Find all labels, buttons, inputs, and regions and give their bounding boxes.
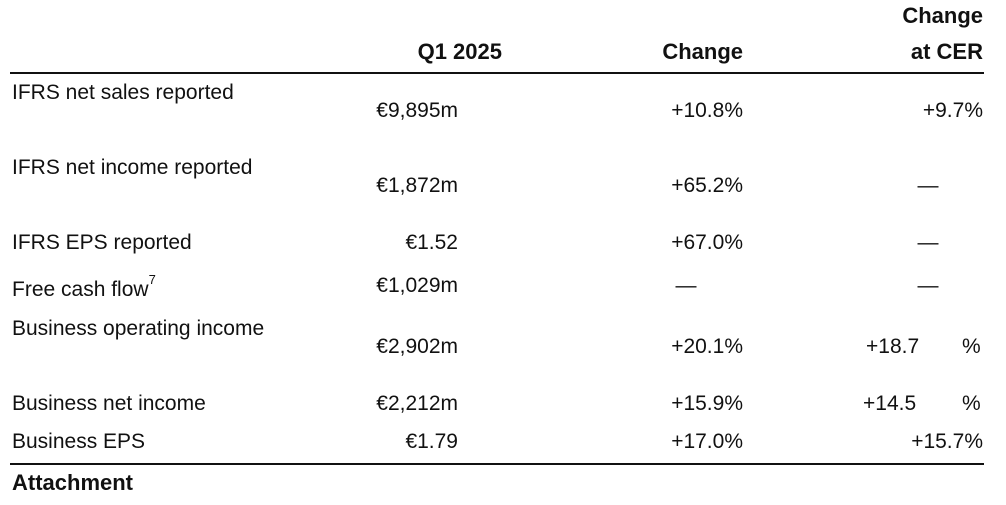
row-change-cer: +15.7% bbox=[911, 430, 983, 453]
row-label: IFRS EPS reported bbox=[12, 231, 192, 254]
row-label: Business EPS bbox=[12, 430, 146, 453]
row-change: +65.2% bbox=[671, 174, 743, 197]
table-row: Free cash flow7 €1,029m — — bbox=[0, 270, 1006, 310]
row-value: €2,902m bbox=[376, 335, 458, 358]
column-header-cer-line1: Change bbox=[902, 3, 983, 28]
row-change: +67.0% bbox=[671, 231, 743, 254]
row-value: €1,872m bbox=[376, 174, 458, 197]
row-label: Business operating income bbox=[12, 317, 265, 340]
row-value: €1.79 bbox=[405, 430, 458, 453]
column-header-change: Change bbox=[662, 39, 743, 64]
table-row: Business EPS €1.79 +17.0% +15.7% bbox=[0, 424, 1006, 462]
row-label-text: Free cash flow bbox=[12, 278, 149, 301]
footer-rule bbox=[10, 463, 984, 465]
footnote-marker: 7 bbox=[148, 272, 156, 287]
column-header-cer-line2: at CER bbox=[910, 39, 983, 64]
row-value: €1.52 bbox=[405, 231, 458, 254]
row-label: Free cash flow7 bbox=[12, 272, 272, 308]
row-change: +15.9% bbox=[671, 392, 743, 415]
row-change-cer: — bbox=[917, 274, 939, 297]
row-change: +17.0% bbox=[671, 430, 743, 453]
row-label: Business net income bbox=[12, 392, 206, 415]
row-change-cer-unit: % bbox=[962, 392, 981, 415]
table-row: IFRS net sales reported €9,895m +10.8% +… bbox=[0, 75, 1006, 149]
row-value: €9,895m bbox=[376, 99, 458, 122]
row-value: €1,029m bbox=[376, 274, 458, 297]
row-change-cer: +9.7% bbox=[922, 99, 983, 122]
row-change: +10.8% bbox=[671, 99, 743, 122]
row-value: €2,212m bbox=[376, 392, 458, 415]
row-change-cer-unit: % bbox=[962, 335, 981, 358]
column-header-change-at-cer: Change at CER bbox=[860, 0, 983, 70]
attachment-heading: Attachment bbox=[12, 470, 134, 495]
table-row: IFRS net income reported €1,872m +65.2% … bbox=[0, 150, 1006, 224]
row-change-cer: — bbox=[917, 231, 939, 254]
table-row: Business net income €2,212m +15.9% +14.5… bbox=[0, 386, 1006, 424]
header-rule bbox=[10, 72, 984, 74]
row-label: IFRS net sales reported bbox=[12, 81, 234, 104]
row-change-cer: — bbox=[917, 174, 939, 197]
row-change: +20.1% bbox=[671, 335, 743, 358]
table-row: Business operating income €2,902m +20.1%… bbox=[0, 311, 1006, 385]
row-label: IFRS net income reported bbox=[12, 156, 253, 179]
row-change-cer-number: +18.7 bbox=[866, 335, 920, 358]
row-change-cer-number: +14.5 bbox=[863, 392, 917, 415]
column-header-q1: Q1 2025 bbox=[417, 39, 502, 64]
table-row: IFRS EPS reported €1.52 +67.0% — bbox=[0, 225, 1006, 263]
row-change: — bbox=[675, 274, 697, 297]
